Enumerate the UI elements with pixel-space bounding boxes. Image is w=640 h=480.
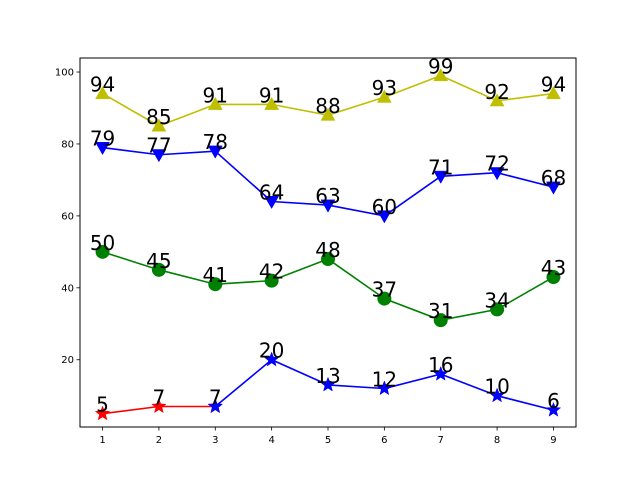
data-label-25: 34 bbox=[484, 288, 509, 312]
data-label-13: 63 bbox=[315, 184, 340, 208]
data-label-15: 71 bbox=[428, 155, 453, 179]
data-label-31: 13 bbox=[315, 364, 340, 388]
series-2-point-3 bbox=[264, 273, 279, 288]
series-0-point-1 bbox=[151, 118, 167, 132]
data-label-22: 48 bbox=[315, 238, 340, 262]
data-label-11: 78 bbox=[203, 130, 228, 154]
data-label-16: 72 bbox=[484, 152, 509, 176]
data-label-20: 41 bbox=[203, 263, 228, 287]
series-2-point-0 bbox=[95, 244, 110, 259]
x-tick-label-6: 7 bbox=[438, 435, 444, 446]
series-0-point-7 bbox=[489, 93, 505, 107]
data-label-26: 43 bbox=[541, 256, 566, 280]
data-label-0: 94 bbox=[90, 73, 115, 97]
data-label-1: 85 bbox=[146, 105, 171, 129]
x-tick-label-4: 5 bbox=[325, 435, 331, 446]
data-label-9: 79 bbox=[90, 127, 115, 151]
y-axis: 20 40 60 80 100 bbox=[55, 68, 80, 366]
series-layer bbox=[94, 68, 562, 421]
data-label-33: 16 bbox=[428, 353, 453, 377]
series-4-point-1 bbox=[263, 351, 280, 367]
series-0-point-6 bbox=[433, 68, 449, 82]
data-label-27: 5 bbox=[96, 393, 109, 417]
series-2-point-7 bbox=[490, 302, 505, 317]
data-label-28: 7 bbox=[153, 386, 166, 410]
data-label-14: 60 bbox=[372, 195, 397, 219]
x-tick-label-3: 4 bbox=[268, 435, 274, 446]
x-tick-label-1: 2 bbox=[156, 435, 162, 446]
series-4-point-4 bbox=[432, 365, 449, 381]
data-label-8: 94 bbox=[541, 73, 566, 97]
data-label-24: 31 bbox=[428, 299, 453, 323]
data-label-12: 64 bbox=[259, 181, 284, 205]
series-1-point-0 bbox=[95, 142, 110, 156]
data-label-19: 45 bbox=[146, 249, 171, 273]
series-2-point-5 bbox=[377, 291, 392, 306]
series-4-point-0 bbox=[207, 398, 224, 414]
series-1-point-4 bbox=[320, 199, 336, 213]
series-0-point-3 bbox=[264, 96, 280, 110]
series-1-point-5 bbox=[376, 210, 392, 224]
series-2-point-8 bbox=[546, 270, 561, 285]
series-1 bbox=[95, 142, 561, 224]
series-2-point-1 bbox=[151, 262, 166, 277]
x-tick-label-0: 1 bbox=[99, 435, 105, 446]
y-tick-label-1: 40 bbox=[61, 283, 74, 294]
series-2-point-6 bbox=[433, 313, 448, 328]
series-0 bbox=[95, 68, 561, 132]
data-label-10: 77 bbox=[146, 134, 171, 158]
series-4-point-2 bbox=[320, 376, 336, 392]
data-label-29: 7 bbox=[209, 386, 222, 410]
x-axis: 1 2 3 4 5 6 7 8 9 bbox=[99, 427, 557, 446]
data-label-21: 42 bbox=[259, 260, 284, 284]
series-0-point-5 bbox=[376, 89, 392, 103]
data-label-5: 93 bbox=[372, 76, 397, 100]
series-4-point-6 bbox=[545, 401, 562, 417]
series-2-point-4 bbox=[321, 252, 335, 267]
x-tick-label-7: 8 bbox=[494, 435, 500, 446]
series-1-point-8 bbox=[546, 181, 561, 195]
data-label-4: 88 bbox=[315, 94, 340, 118]
series-0-point-0 bbox=[95, 86, 110, 100]
series-1-point-1 bbox=[151, 149, 167, 163]
data-label-7: 92 bbox=[484, 80, 509, 104]
series-1-point-2 bbox=[207, 145, 223, 159]
series-4 bbox=[207, 351, 562, 417]
data-label-6: 99 bbox=[428, 55, 453, 79]
series-1-point-3 bbox=[264, 196, 280, 210]
y-tick-label-3: 80 bbox=[61, 139, 74, 150]
series-3-point-1 bbox=[151, 398, 167, 414]
x-tick-label-8: 9 bbox=[550, 435, 556, 446]
series-0-point-2 bbox=[207, 96, 223, 110]
series-1-point-6 bbox=[433, 170, 449, 184]
x-tick-label-5: 6 bbox=[381, 435, 387, 446]
x-tick-label-2: 3 bbox=[212, 435, 218, 446]
data-label-23: 37 bbox=[372, 278, 397, 302]
series-0-point-8 bbox=[546, 86, 561, 100]
data-label-32: 12 bbox=[372, 368, 397, 392]
data-label-2: 91 bbox=[203, 83, 228, 107]
y-tick-label-0: 20 bbox=[61, 355, 74, 366]
data-label-34: 10 bbox=[484, 375, 509, 399]
series-4-point-5 bbox=[489, 387, 505, 403]
series-1-point-7 bbox=[489, 167, 505, 181]
y-tick-label-4: 100 bbox=[55, 68, 74, 79]
series-0-point-4 bbox=[320, 107, 336, 121]
series-3-point-0 bbox=[94, 405, 111, 421]
data-label-35: 6 bbox=[547, 389, 560, 413]
data-label-17: 68 bbox=[541, 166, 566, 190]
data-label-18: 50 bbox=[90, 231, 115, 255]
series-2-point-2 bbox=[208, 277, 223, 292]
data-label-3: 91 bbox=[259, 83, 284, 107]
data-label-30: 20 bbox=[259, 339, 284, 363]
series-2 bbox=[95, 244, 561, 328]
y-tick-label-2: 60 bbox=[61, 211, 74, 222]
series-4-point-3 bbox=[376, 380, 393, 396]
